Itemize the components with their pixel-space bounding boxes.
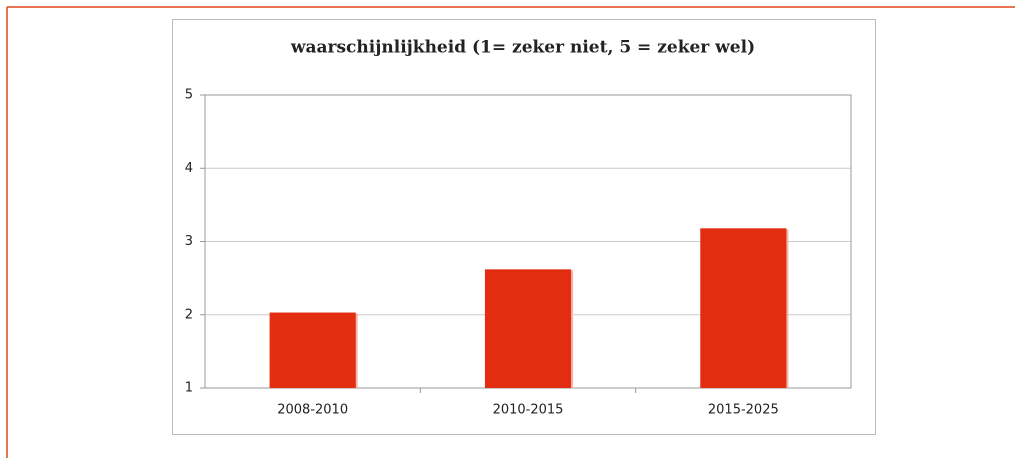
y-tick-label: 3 xyxy=(185,234,193,249)
bar xyxy=(700,228,787,388)
x-tick-label: 2008-2010 xyxy=(277,403,348,418)
y-tick-label: 2 xyxy=(185,307,193,322)
y-tick-label: 1 xyxy=(185,381,193,396)
bar xyxy=(269,312,356,388)
x-tick-label: 2010-2015 xyxy=(493,403,564,418)
chart-title: waarschijnlijkheid (1= zeker niet, 5 = z… xyxy=(290,38,755,58)
y-tick-label: 5 xyxy=(185,88,193,103)
bar xyxy=(484,269,572,388)
x-tick-label: 2015-2025 xyxy=(708,403,779,418)
y-tick-label: 4 xyxy=(185,161,193,176)
